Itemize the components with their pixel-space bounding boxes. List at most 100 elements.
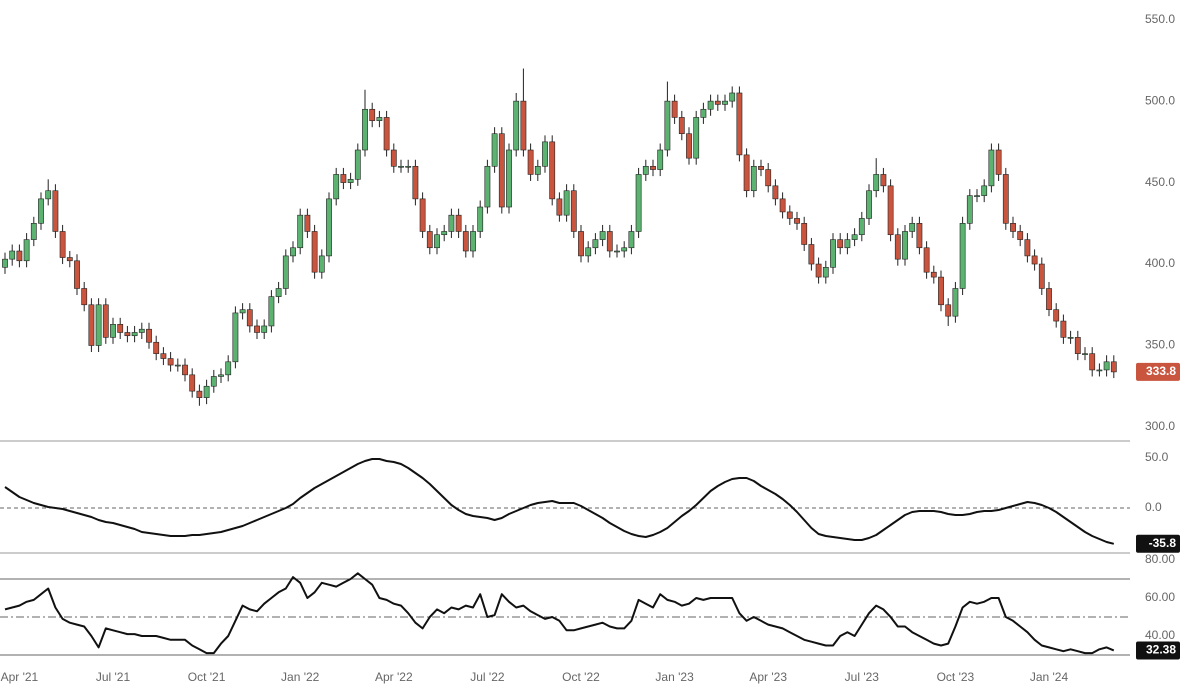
candle-body	[506, 149, 512, 208]
candle-body	[801, 223, 808, 245]
candle-body	[599, 231, 606, 240]
last-value-label: -35.8	[1149, 536, 1177, 550]
candle-body	[462, 231, 469, 252]
candle-body	[398, 165, 404, 168]
candle-body	[686, 133, 692, 159]
candle-body	[412, 165, 419, 200]
candle-body	[1046, 288, 1052, 310]
candle-body	[318, 255, 325, 273]
candle-body	[189, 374, 196, 392]
candle-body	[614, 250, 620, 253]
candle-body	[794, 218, 800, 224]
candle-body	[844, 239, 851, 249]
candle-body	[290, 247, 296, 257]
candle-body	[333, 174, 340, 200]
candle-body	[628, 231, 635, 249]
candle-body	[592, 239, 599, 249]
x-tick-label: Apr '21	[1, 670, 39, 684]
candle-body	[59, 231, 66, 258]
candle-body	[621, 247, 628, 252]
candle-body	[714, 100, 721, 105]
candle-body	[1060, 320, 1067, 338]
candle-body	[210, 376, 217, 387]
candle-body	[1082, 353, 1088, 355]
candle-body	[722, 100, 728, 105]
y-tick-label: 350.0	[1145, 338, 1175, 352]
candle-body	[1067, 337, 1074, 339]
candle-body	[988, 149, 995, 187]
candle-body	[707, 100, 714, 110]
candle-body	[959, 223, 966, 289]
candle-body	[938, 276, 944, 306]
candle-body	[362, 108, 368, 151]
candle-body	[981, 185, 988, 196]
candle-body	[786, 211, 793, 219]
candle-body	[736, 92, 743, 156]
candle-body	[383, 117, 390, 151]
candle-body	[174, 364, 181, 367]
x-tick-label: Oct '21	[188, 670, 226, 684]
candle-body	[642, 165, 649, 175]
candle-body	[491, 133, 498, 167]
candle-body	[513, 100, 520, 151]
candle-body	[38, 198, 44, 224]
candle-body	[678, 117, 685, 135]
candle-body	[1038, 263, 1045, 289]
last-value-box	[1136, 362, 1180, 381]
candle-body	[441, 231, 448, 236]
candle-body	[729, 92, 736, 102]
last-value-box	[1136, 534, 1180, 553]
last-value-label: 333.8	[1146, 364, 1176, 378]
candle-body	[434, 234, 440, 249]
candle-body	[117, 324, 124, 333]
candle-body	[254, 325, 260, 333]
x-tick-label: Jan '22	[281, 670, 320, 684]
candle-body	[570, 190, 577, 232]
candle-body	[102, 304, 109, 338]
candle-body	[477, 206, 484, 232]
candle-body	[232, 312, 239, 363]
candle-body	[822, 267, 829, 278]
y-tick-label: 0.0	[1145, 500, 1162, 514]
indicator-line	[4, 572, 1115, 655]
candle-body	[873, 174, 880, 192]
x-tick-label: Jul '21	[96, 670, 131, 684]
candle-body	[635, 174, 642, 232]
candle-body	[866, 190, 872, 219]
candle-body	[1031, 255, 1038, 265]
candle-body	[1096, 369, 1103, 372]
candle-body	[758, 165, 764, 170]
candle-body	[808, 244, 815, 265]
candle-body	[268, 296, 275, 327]
candle-body	[851, 234, 858, 240]
candle-body	[585, 247, 592, 257]
candle-body	[81, 288, 88, 306]
candle-body	[750, 165, 757, 192]
candle-body	[153, 341, 160, 354]
candle-body	[952, 288, 959, 317]
x-tick-label: Oct '22	[562, 670, 600, 684]
candle-body	[966, 195, 973, 224]
candle-body	[261, 325, 268, 333]
candle-body	[772, 185, 779, 200]
y-tick-label: 450.0	[1145, 175, 1175, 189]
candle-body	[606, 231, 613, 252]
candle-body	[894, 234, 901, 260]
candle-body	[110, 324, 116, 338]
candle-body	[225, 361, 232, 376]
y-tick-label: 60.00	[1145, 590, 1175, 604]
candle-body	[1103, 361, 1110, 371]
candle-body	[700, 108, 707, 118]
candle-body	[66, 257, 73, 262]
candle-body	[376, 117, 383, 121]
candle-body	[650, 165, 656, 170]
candle-body	[498, 133, 505, 208]
candle-body	[563, 190, 570, 216]
candle-body	[657, 149, 664, 170]
candle-body	[1089, 353, 1096, 371]
candle-body	[1024, 239, 1031, 257]
candle-body	[239, 309, 246, 314]
candle-body	[930, 271, 937, 278]
